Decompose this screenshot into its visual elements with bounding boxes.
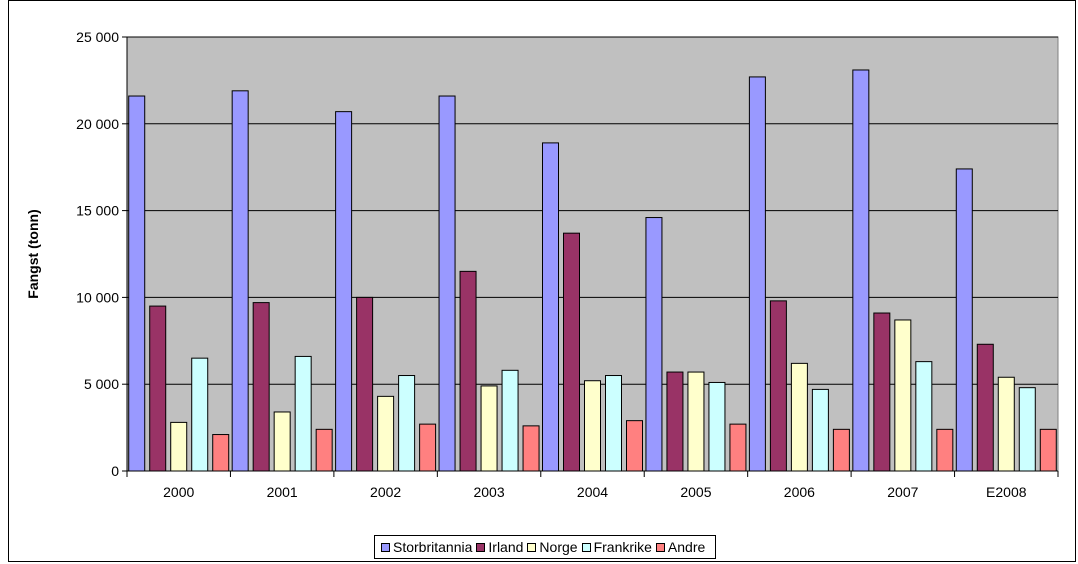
legend-item-irland: Irland [476,539,523,555]
bar-norge-2001 [273,411,291,472]
bar-irland-e2008 [976,343,994,472]
axes [122,36,1059,477]
legend-label: Andre [667,539,706,555]
bar-irland-2007 [873,312,891,472]
bar-norge-2002 [377,395,395,472]
legend-swatch [381,542,390,552]
bar-frankrike-2001 [294,355,312,472]
bar-norge-2005 [687,371,705,472]
bar-storbritannia-2004 [542,142,559,472]
bar-irland-2005 [666,371,684,472]
legend-label: Irland [488,539,524,555]
bar-andre-2007 [936,428,954,472]
bar-irland-2006 [769,300,787,472]
bar-frankrike-e2008 [1018,387,1036,472]
bar-frankrike-2007 [915,361,933,472]
bar-irland-2000 [149,305,167,472]
bar-norge-2007 [894,319,912,472]
bar-norge-2006 [790,362,808,472]
bar-andre-2004 [626,420,643,472]
legend-swatch [527,542,537,552]
legend-label: Frankrike [593,539,652,555]
y-tick-label: 15 000 [76,203,119,219]
legend-item-norge: Norge [527,539,578,555]
bar-storbritannia-2000 [128,95,146,472]
bar-frankrike-2005 [708,381,726,472]
bar-frankrike-2000 [191,357,209,472]
x-tick-labels: 2000 2001 2002 2003 2004 2005 2006 2007 E2008 [163,484,1027,500]
y-tick-label: 0 [111,463,119,479]
legend-label: Storbritannia [393,539,473,555]
legend-swatch [581,542,591,552]
bar-irland-2004 [563,232,580,472]
x-tick-label: 2005 [680,484,711,500]
y-tick-label: 10 000 [76,289,119,305]
bar-frankrike-2006 [811,388,829,472]
bar-storbritannia-2005 [645,217,663,472]
bar-storbritannia-2002 [335,111,353,472]
bar-storbritannia-2003 [438,95,456,472]
x-tick-label: 2000 [163,484,194,500]
bar-irland-2003 [459,270,477,472]
x-tick-label: 2002 [370,484,401,500]
x-tick-label: E2008 [986,484,1027,500]
y-tick-labels: 0 5 000 10 000 15 000 20 000 25 000 [76,29,119,479]
bar-andre-2005 [729,423,747,472]
bar-norge-2003 [480,385,498,472]
bars [128,69,1057,472]
bar-andre-2001 [315,428,333,472]
legend-swatch [655,542,665,552]
bar-storbritannia-2006 [748,76,766,472]
y-tick-label: 5 000 [84,376,119,392]
bar-andre-2000 [212,434,230,472]
bar-frankrike-2004 [605,375,622,472]
bar-andre-2003 [522,425,540,472]
legend-item-frankrike: Frankrike [581,539,652,555]
gridlines [127,36,1058,385]
bar-frankrike-2002 [398,375,416,472]
x-tick-label: 2006 [784,484,815,500]
bar-andre-2006 [832,428,850,472]
y-tick-label: 25 000 [76,29,119,45]
x-tick-label: 2001 [267,484,298,500]
legend: Storbritannia Irland Norge Frankrike Andre [374,535,717,559]
x-tick-label: 2003 [473,484,504,500]
bar-norge-2000 [170,421,188,472]
bar-andre-2002 [419,423,437,472]
bar-irland-2002 [356,296,374,472]
legend-item-storbritannia: Storbritannia [381,539,472,555]
bar-storbritannia-e2008 [955,168,973,472]
y-axis-title: Fangst (tonn) [25,209,41,298]
bar-norge-2004 [584,380,601,472]
legend-item-andre: Andre [655,539,706,555]
bar-andre-e2008 [1039,428,1057,472]
legend-swatch [476,542,486,552]
bar-storbritannia-2007 [852,69,870,472]
x-tick-label: 2004 [577,484,608,500]
legend-label: Norge [539,539,578,555]
bar-frankrike-2003 [501,369,519,472]
bar-irland-2001 [252,302,270,472]
bar-norge-e2008 [997,376,1015,472]
y-tick-label: 20 000 [76,116,119,132]
x-tick-label: 2007 [887,484,918,500]
bar-storbritannia-2001 [231,90,249,472]
